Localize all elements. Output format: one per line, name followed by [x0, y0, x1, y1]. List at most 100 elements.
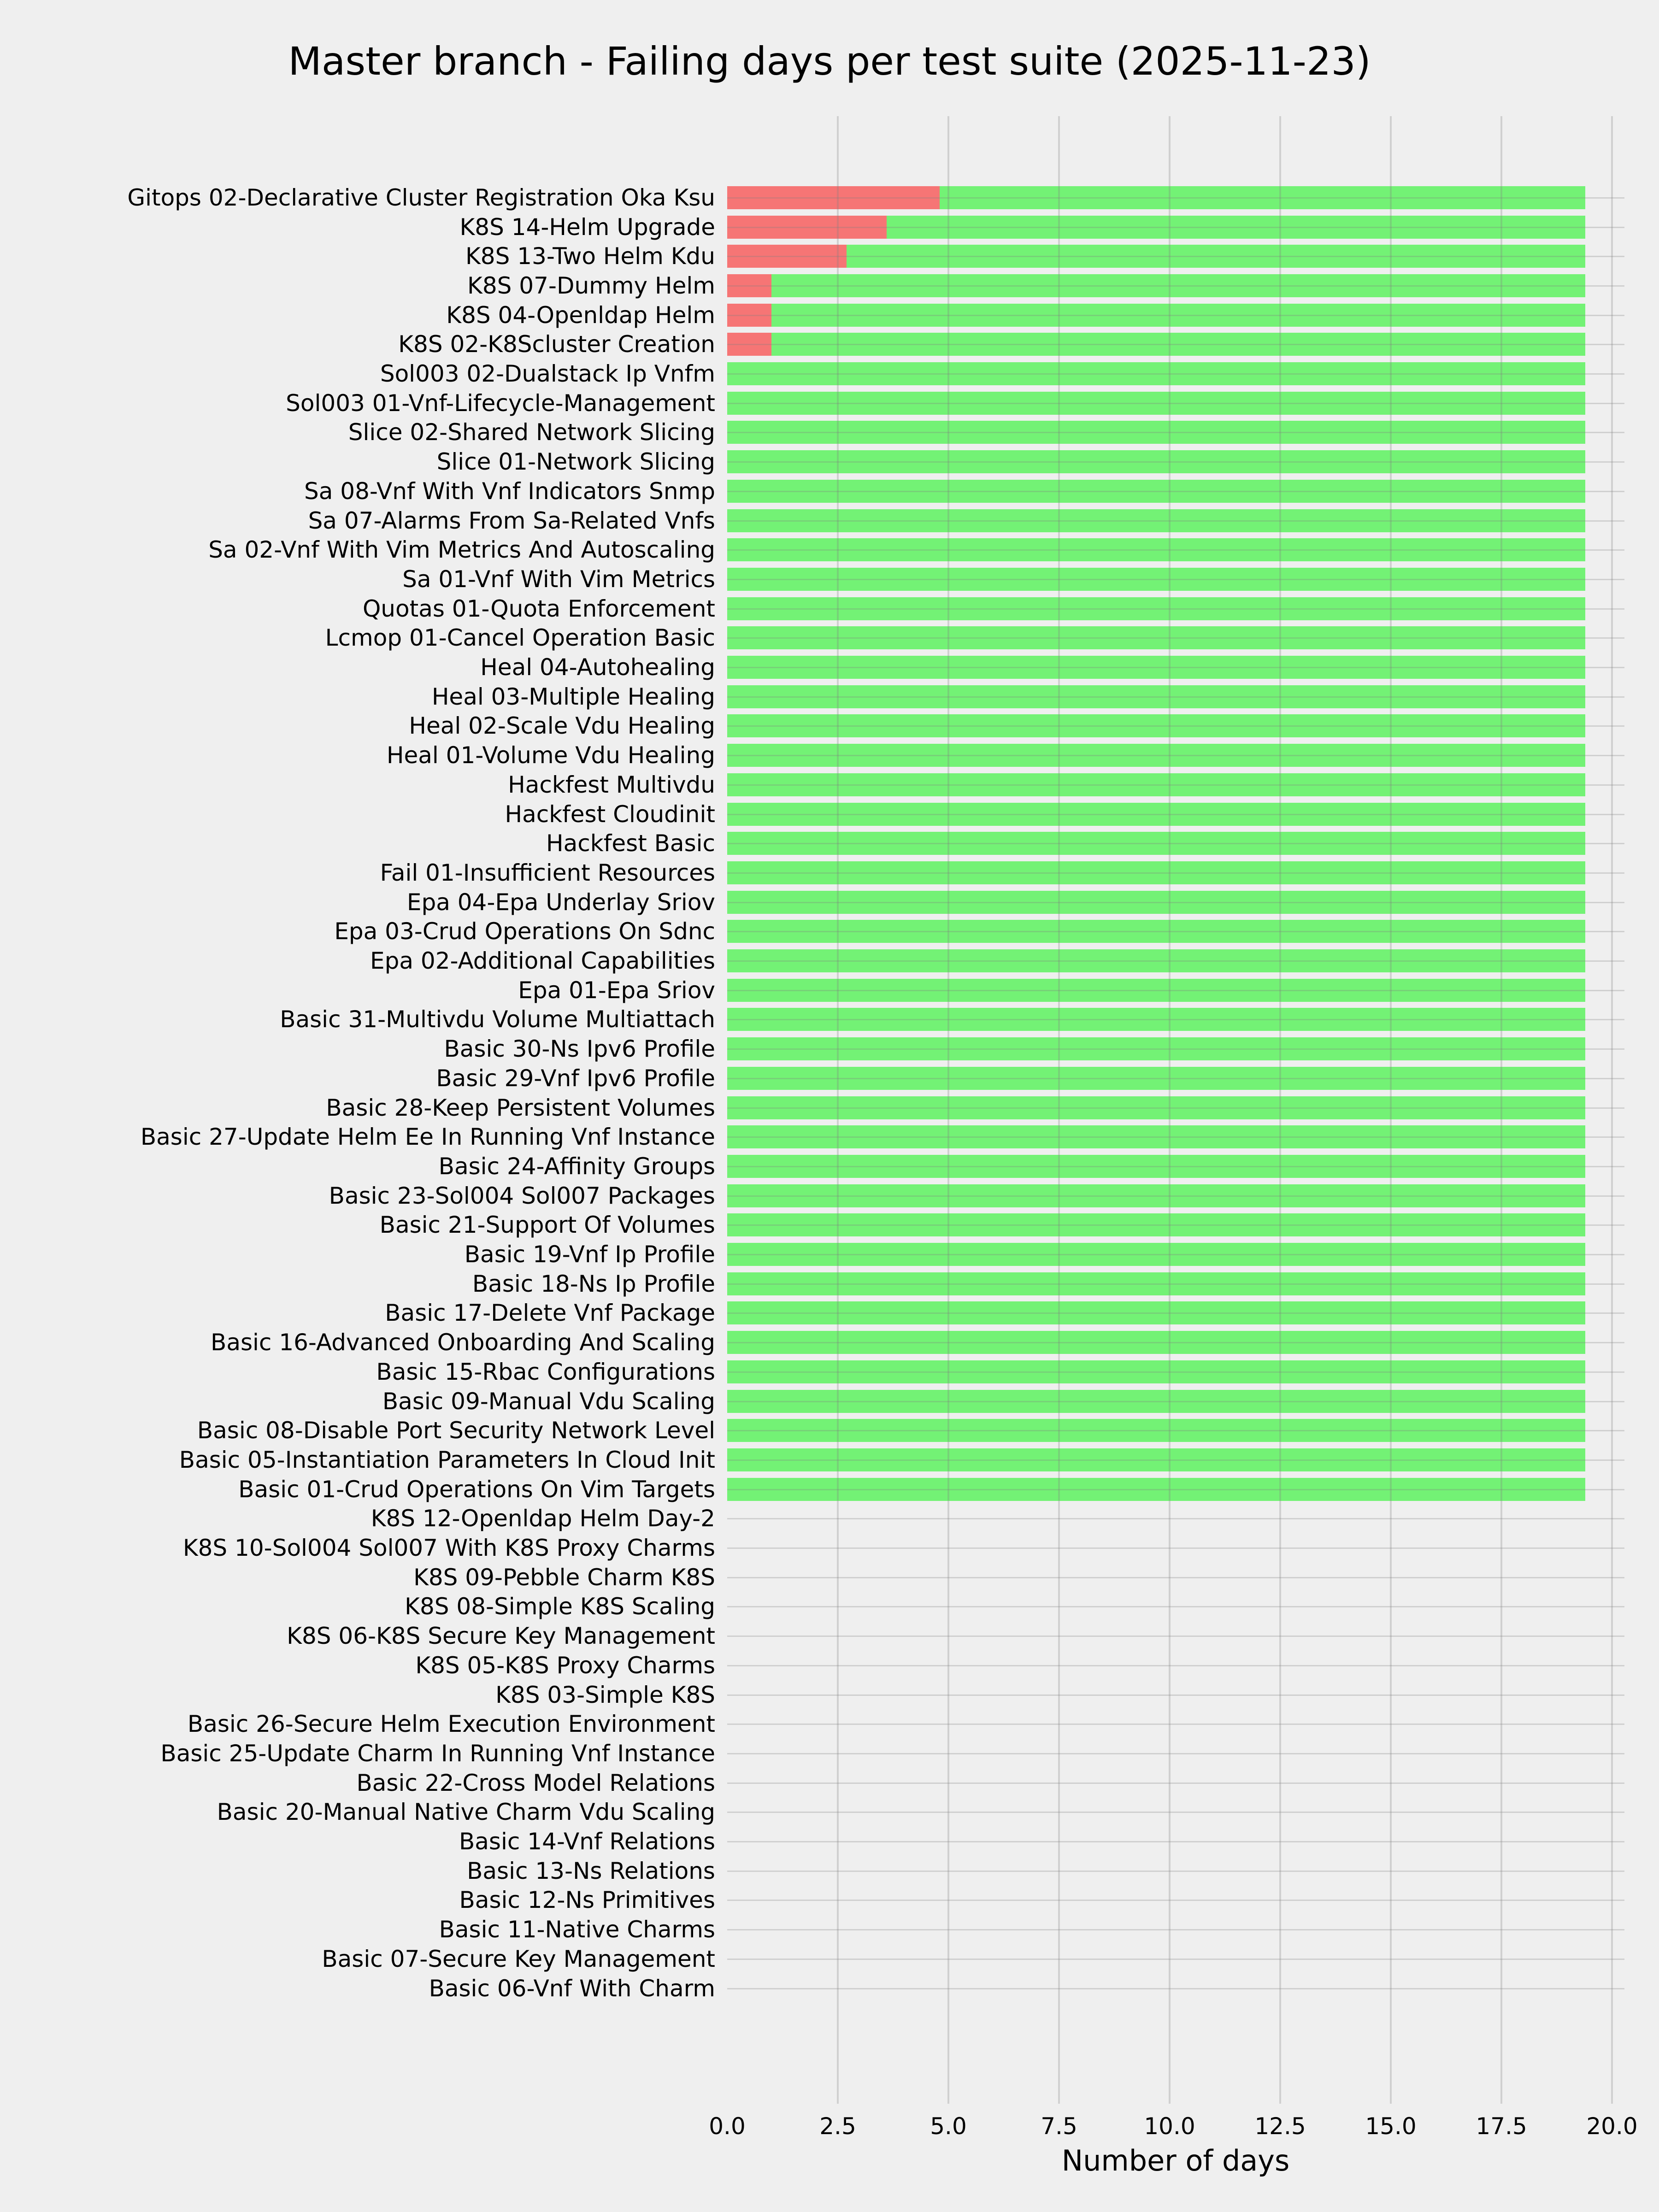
gridline-x [1058, 116, 1060, 2104]
gridline-y [727, 901, 1624, 903]
y-tick-label: Lcmop 01-Cancel Operation Basic [325, 624, 715, 652]
gridline-y [727, 432, 1624, 434]
gridline-y [727, 813, 1624, 815]
gridline-y [727, 1312, 1624, 1314]
gridline-y [727, 1224, 1624, 1226]
y-tick-label: Heal 03-Multiple Healing [431, 683, 715, 710]
gridline-y [727, 1988, 1624, 1989]
bar-segment-passing-days [886, 215, 1586, 239]
bar-segment-passing-days [771, 333, 1586, 356]
bar-segment-passing-days [939, 186, 1586, 209]
y-tick-label: Basic 12-Ns Primitives [459, 1887, 716, 1914]
bar-segment-passing-days [727, 567, 1586, 591]
x-tick-label: 10.0 [1144, 2113, 1195, 2140]
y-tick-label: K8S 12-Openldap Helm Day-2 [371, 1505, 715, 1532]
gridline-y [727, 1929, 1624, 1931]
y-tick-label: Epa 03-Crud Operations On Sdnc [334, 918, 715, 945]
chart-row: Sa 07-Alarms From Sa-Related Vnfs [0, 506, 1659, 535]
gridline-y [727, 872, 1624, 874]
chart-row: Epa 04-Epa Underlay Sriov [0, 888, 1659, 917]
chart-row: Basic 06-Vnf With Charm [0, 1974, 1659, 2003]
y-tick-label: Basic 30-Ns Ipv6 Profile [444, 1035, 715, 1063]
gridline-y [727, 1577, 1624, 1578]
gridline-y [727, 1400, 1624, 1402]
bar-segment-passing-days [727, 773, 1586, 796]
bar-segment-passing-days [727, 626, 1586, 650]
gridline-y [727, 960, 1624, 962]
chart-row: K8S 05-K8S Proxy Charms [0, 1651, 1659, 1680]
bar-segment-passing-days [727, 1272, 1586, 1295]
bar-segment-passing-days [727, 1008, 1586, 1031]
bar-segment-passing-days [727, 1448, 1586, 1471]
bar-segment-passing-days [727, 538, 1586, 562]
y-tick-label: Basic 20-Manual Native Charm Vdu Scaling [217, 1799, 715, 1826]
bar-segment-passing-days [771, 303, 1586, 327]
gridline-y [727, 314, 1624, 316]
bar-stack [727, 890, 1586, 914]
bar-stack [727, 685, 1586, 708]
gridline-y [727, 1283, 1624, 1285]
chart-row: Epa 03-Crud Operations On Sdnc [0, 917, 1659, 947]
chart-row: Basic 19-Vnf Ip Profile [0, 1240, 1659, 1269]
gridline-y [727, 1782, 1624, 1784]
bar-segment-passing-days [727, 1154, 1586, 1178]
bar-stack [727, 1477, 1586, 1501]
bar-stack [727, 1037, 1586, 1061]
y-tick-label: Quotas 01-Quota Enforcement [362, 595, 715, 622]
chart-row: Basic 24-Affinity Groups [0, 1152, 1659, 1181]
bar-stack [727, 1243, 1586, 1266]
chart-row: Basic 27-Update Helm Ee In Running Vnf I… [0, 1122, 1659, 1152]
chart-row: Slice 01-Network Slicing [0, 447, 1659, 477]
chart-row: Hackfest Cloudinit [0, 800, 1659, 829]
chart-row: K8S 04-Openldap Helm [0, 300, 1659, 330]
bar-stack [727, 1331, 1586, 1354]
bar-segment-passing-days [727, 1037, 1586, 1061]
chart-row: Sol003 01-Vnf-Lifecycle-Management [0, 388, 1659, 418]
chart-row: K8S 12-Openldap Helm Day-2 [0, 1504, 1659, 1534]
bar-segment-passing-days [727, 832, 1586, 855]
bar-segment-passing-days [727, 391, 1586, 415]
x-tick-label: 2.5 [819, 2113, 856, 2140]
y-tick-label: Sa 01-Vnf With Vim Metrics [402, 565, 715, 593]
y-tick-label: Heal 02-Scale Vdu Healing [409, 712, 715, 740]
y-tick-label: K8S 13-Two Helm Kdu [465, 243, 715, 270]
chart-row: Basic 13-Ns Relations [0, 1856, 1659, 1886]
chart-row: Basic 28-Keep Persistent Volumes [0, 1093, 1659, 1123]
bar-stack [727, 1389, 1586, 1413]
gridline-y [727, 989, 1624, 991]
chart-row: Sol003 02-Dualstack Ip Vnfm [0, 359, 1659, 388]
chart-row: Sa 01-Vnf With Vim Metrics [0, 565, 1659, 594]
chart-row: Basic 18-Ns Ip Profile [0, 1269, 1659, 1299]
chart-row: Basic 17-Delete Vnf Package [0, 1299, 1659, 1328]
bar-segment-passing-days [727, 1477, 1586, 1501]
chart-row: Basic 15-Rbac Configurations [0, 1357, 1659, 1387]
bar-stack [727, 1066, 1586, 1090]
gridline-y [727, 461, 1624, 463]
chart-row: Basic 21-Support Of Volumes [0, 1211, 1659, 1240]
y-tick-label: Hackfest Multivdu [508, 771, 715, 798]
y-tick-label: K8S 05-K8S Proxy Charms [415, 1652, 715, 1679]
bar-stack [727, 245, 1586, 268]
y-tick-label: Basic 17-Delete Vnf Package [385, 1300, 715, 1327]
chart-row: Heal 02-Scale Vdu Healing [0, 712, 1659, 741]
bar-stack [727, 1096, 1586, 1119]
chart-row: K8S 02-K8Scluster Creation [0, 330, 1659, 359]
gridline-y [727, 1812, 1624, 1813]
chart-row: Basic 08-Disable Port Security Network L… [0, 1416, 1659, 1445]
gridline-y [727, 1665, 1624, 1666]
gridline-y [727, 843, 1624, 845]
y-tick-label: Basic 14-Vnf Relations [459, 1828, 715, 1855]
bar-segment-passing-days [727, 920, 1586, 943]
bar-segment-passing-days [727, 1125, 1586, 1149]
bar-stack [727, 567, 1586, 591]
bar-stack [727, 186, 1586, 209]
bar-stack [727, 1125, 1586, 1149]
bar-stack [727, 333, 1586, 356]
gridline-x [1500, 116, 1502, 2104]
y-tick-label: K8S 07-Dummy Helm [467, 272, 715, 299]
chart-row: Epa 01-Epa Sriov [0, 976, 1659, 1005]
y-tick-label: Basic 29-Vnf Ipv6 Profile [436, 1065, 715, 1092]
y-tick-label: Basic 18-Ns Ip Profile [472, 1270, 715, 1297]
bar-segment-passing-days [727, 861, 1586, 884]
bar-stack [727, 597, 1586, 620]
